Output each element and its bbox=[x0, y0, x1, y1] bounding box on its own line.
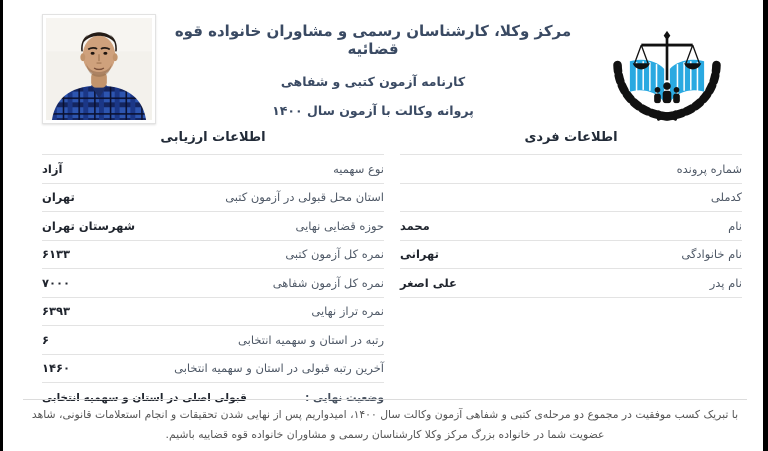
applicant-photo bbox=[42, 14, 156, 124]
row-value: آزاد bbox=[42, 161, 63, 176]
document-header: مرکز وکلا، کارشناسان رسمی و مشاوران خانو… bbox=[0, 0, 768, 124]
right-edge-bar bbox=[763, 0, 768, 451]
final-status-label: وضعیت نهایی : bbox=[305, 392, 384, 404]
scales-of-justice-icon bbox=[632, 30, 702, 81]
row-value: ۷۰۰۰ bbox=[42, 275, 71, 290]
personal-info-header: اطلاعات فردی bbox=[400, 130, 742, 155]
row-label: نوع سهمیه bbox=[333, 161, 384, 176]
laurel-wreath-icon bbox=[613, 58, 721, 121]
row-label: آخرین رتبه قبولی در استان و سهمیه انتخاب… bbox=[174, 361, 384, 376]
row-value: علی اصغر bbox=[400, 275, 457, 290]
judiciary-center-logo: مرکز وکلا، کارشناسان رسمی و مشاوران خانو… bbox=[590, 3, 742, 130]
row-value: شهرستان تهران bbox=[42, 218, 136, 233]
row-label: شماره پرونده bbox=[676, 161, 742, 176]
row-first-name: نام محمد bbox=[400, 212, 742, 241]
row-label: کدملی bbox=[710, 190, 742, 205]
row-value: ۶۳۹۳ bbox=[42, 304, 71, 319]
document-titles: مرکز وکلا، کارشناسان رسمی و مشاوران خانو… bbox=[156, 12, 590, 132]
row-last-accepted-rank: آخرین رتبه قبولی در استان و سهمیه انتخاب… bbox=[42, 355, 384, 383]
row-value: ۶ bbox=[42, 332, 50, 347]
row-rank: رتبه در استان و سهمیه انتخابی ۶ bbox=[42, 326, 384, 355]
logo-arc-text: مرکز وکلا، کارشناسان رسمی و مشاوران خانو… bbox=[602, 8, 623, 67]
final-status-value: قبولی اصلی در استان و سهمیه انتخابی bbox=[42, 392, 247, 404]
row-father-name: نام پدر علی اصغر bbox=[400, 269, 742, 298]
report-subtitle: کارنامه آزمون کتبی و شفاهی bbox=[280, 74, 466, 89]
info-columns: اطلاعات فردی شماره پرونده کدملی نام محمد… bbox=[0, 118, 768, 404]
row-written-province: استان محل قبولی در آزمون کتبی تهران bbox=[42, 184, 384, 212]
row-final-status: وضعیت نهایی : قبولی اصلی در استان و سهمی… bbox=[42, 383, 384, 404]
row-label: نمره تراز نهایی bbox=[311, 304, 384, 319]
row-label: نمره کل آزمون کتبی bbox=[285, 247, 384, 262]
row-judicial-district: حوزه قضایی نهایی شهرستان تهران bbox=[42, 212, 384, 241]
row-national-id: کدملی bbox=[400, 184, 742, 212]
row-written-score: نمره کل آزمون کتبی ۶۱۳۳ bbox=[42, 241, 384, 269]
row-label: حوزه قضایی نهایی bbox=[295, 218, 385, 233]
row-label: رتبه در استان و سهمیه انتخابی bbox=[238, 332, 384, 347]
row-value: تهرانی bbox=[400, 247, 439, 262]
row-label: نام پدر bbox=[709, 275, 742, 290]
congratulation-message: با تبریک کسب موفقیت در مجموع دو مرحله‌ی … bbox=[31, 408, 739, 441]
license-subtitle: پروانه وکالت با آزمون سال ۱۴۰۰ bbox=[272, 103, 474, 118]
footer-divider bbox=[23, 399, 747, 401]
row-value: تهران bbox=[42, 190, 75, 205]
family-figures-icon bbox=[654, 82, 680, 104]
row-label: نمره کل آزمون شفاهی bbox=[272, 275, 384, 290]
congratulation-footer: با تبریک کسب موفقیت در مجموع دو مرحله‌ی … bbox=[5, 399, 765, 451]
row-value: محمد bbox=[400, 218, 430, 233]
row-value: ۱۴۶۰ bbox=[42, 361, 71, 376]
row-last-name: نام خانوادگی تهرانی bbox=[400, 241, 742, 269]
row-quota-type: نوع سهمیه آزاد bbox=[42, 155, 384, 184]
row-file-number: شماره پرونده bbox=[400, 155, 742, 184]
org-title: مرکز وکلا، کارشناسان رسمی و مشاوران خانو… bbox=[174, 22, 572, 58]
row-label: استان محل قبولی در آزمون کتبی bbox=[225, 190, 384, 205]
row-oral-score: نمره کل آزمون شفاهی ۷۰۰۰ bbox=[42, 269, 384, 298]
evaluation-info-section: اطلاعات ارزیابی نوع سهمیه آزاد استان محل… bbox=[42, 130, 384, 404]
personal-info-section: اطلاعات فردی شماره پرونده کدملی نام محمد… bbox=[400, 130, 742, 298]
row-label: نام خانوادگی bbox=[681, 247, 742, 262]
left-edge-bar bbox=[0, 0, 3, 451]
row-value: ۶۱۳۳ bbox=[42, 247, 71, 262]
row-label: نام bbox=[728, 218, 742, 233]
evaluation-info-header: اطلاعات ارزیابی bbox=[42, 130, 384, 155]
row-final-balanced-score: نمره تراز نهایی ۶۳۹۳ bbox=[42, 298, 384, 326]
